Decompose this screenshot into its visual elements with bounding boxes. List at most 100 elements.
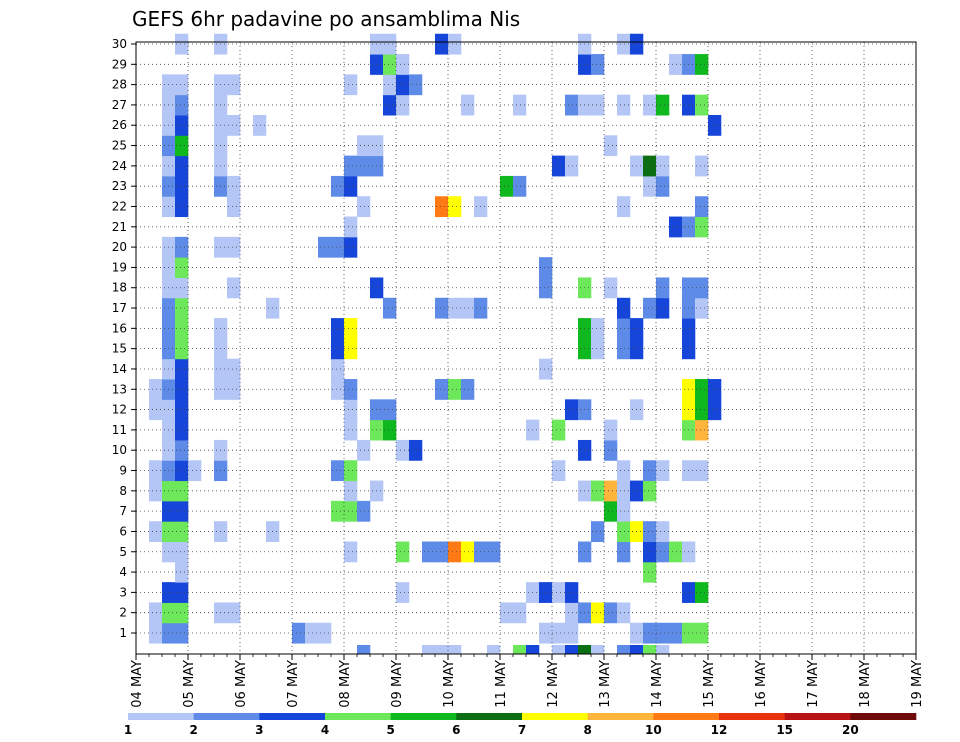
heatmap-cell bbox=[695, 379, 709, 400]
colorbar-swatch bbox=[522, 713, 588, 720]
heatmap-cell bbox=[357, 645, 371, 654]
heatmap-cell bbox=[565, 622, 579, 644]
heatmap-cell bbox=[565, 155, 579, 177]
heatmap-cell bbox=[331, 379, 345, 400]
heatmap-cell bbox=[461, 541, 475, 563]
heatmap-cell bbox=[357, 155, 371, 177]
heatmap-cell bbox=[227, 358, 241, 380]
heatmap-cell bbox=[175, 318, 189, 339]
y-tick-label: 22 bbox=[112, 199, 127, 213]
heatmap-cell bbox=[630, 645, 644, 654]
heatmap-cell bbox=[695, 155, 709, 177]
heatmap-cell bbox=[617, 460, 631, 482]
heatmap-cell bbox=[500, 175, 514, 197]
heatmap-cell bbox=[617, 33, 631, 55]
heatmap-cell bbox=[435, 645, 449, 654]
heatmap-cell bbox=[149, 602, 163, 624]
heatmap-cell bbox=[591, 602, 605, 624]
y-tick-label: 10 bbox=[112, 443, 127, 457]
heatmap-cell bbox=[331, 358, 345, 380]
heatmap-cell bbox=[617, 500, 631, 522]
heatmap-cell bbox=[227, 602, 241, 624]
x-tick-label: 19 MAY bbox=[910, 660, 925, 708]
heatmap-cell bbox=[344, 399, 358, 421]
heatmap-cell bbox=[305, 622, 319, 644]
heatmap-cell bbox=[344, 419, 358, 441]
heatmap-cell bbox=[656, 297, 670, 319]
heatmap-cell bbox=[448, 196, 462, 218]
heatmap-cells bbox=[149, 33, 722, 654]
heatmap-cell bbox=[175, 582, 189, 603]
y-tick-label: 3 bbox=[119, 585, 127, 599]
heatmap-cell bbox=[422, 645, 436, 654]
colorbar-label: 8 bbox=[583, 723, 591, 737]
heatmap-cell bbox=[253, 114, 267, 136]
heatmap-cell bbox=[565, 399, 579, 421]
heatmap-cell bbox=[695, 216, 709, 238]
heatmap-cell bbox=[656, 277, 670, 299]
colorbar-swatch bbox=[193, 713, 260, 720]
y-tick-label: 5 bbox=[119, 545, 127, 559]
heatmap-cell bbox=[643, 645, 657, 654]
heatmap-cell bbox=[552, 155, 566, 177]
heatmap-cell bbox=[435, 33, 449, 55]
heatmap-cell bbox=[695, 582, 709, 603]
heatmap-cell bbox=[513, 94, 527, 116]
heatmap-cell bbox=[344, 74, 358, 96]
heatmap-cell bbox=[552, 460, 566, 482]
colorbar-label: 15 bbox=[776, 723, 793, 737]
heatmap-cell bbox=[591, 480, 605, 502]
heatmap-cell bbox=[175, 257, 189, 278]
y-tick-label: 29 bbox=[112, 57, 127, 71]
heatmap-cell bbox=[617, 297, 631, 319]
heatmap-cell bbox=[604, 602, 618, 624]
colorbar-swatch bbox=[719, 713, 785, 720]
heatmap-cell bbox=[331, 338, 345, 360]
heatmap-cell bbox=[435, 379, 449, 400]
heatmap-cell bbox=[396, 94, 410, 116]
heatmap-cell bbox=[175, 277, 189, 299]
heatmap-cell bbox=[149, 460, 163, 482]
heatmap-cell bbox=[708, 399, 722, 421]
colorbar-label: 12 bbox=[711, 723, 728, 737]
heatmap-cell bbox=[643, 480, 657, 502]
heatmap-cell bbox=[643, 94, 657, 116]
heatmap-cell bbox=[565, 94, 579, 116]
heatmap-cell bbox=[695, 399, 709, 421]
colorbar-swatch bbox=[325, 713, 391, 720]
heatmap-cell bbox=[227, 74, 241, 96]
y-tick-label: 4 bbox=[119, 565, 127, 579]
heatmap-cell bbox=[383, 33, 397, 55]
heatmap-cell bbox=[396, 541, 410, 563]
heatmap-cell bbox=[344, 460, 358, 482]
heatmap-cell bbox=[643, 521, 657, 542]
x-tick-label: 04 MAY bbox=[130, 660, 145, 708]
heatmap-cell bbox=[656, 521, 670, 542]
heatmap-cell bbox=[656, 175, 670, 197]
heatmap-cell bbox=[175, 602, 189, 624]
heatmap-cell bbox=[695, 54, 709, 75]
y-tick-label: 21 bbox=[112, 220, 127, 234]
heatmap-cell bbox=[591, 318, 605, 339]
heatmap-cell bbox=[175, 399, 189, 421]
heatmap-cell bbox=[643, 175, 657, 197]
heatmap-cell bbox=[708, 379, 722, 400]
chart-title: GEFS 6hr padavine po ansamblima Nis bbox=[132, 7, 520, 31]
y-tick-label: 19 bbox=[112, 260, 127, 274]
heatmap-cell bbox=[461, 297, 475, 319]
heatmap-cell bbox=[604, 480, 618, 502]
heatmap-cell bbox=[656, 155, 670, 177]
x-tick-label: 05 MAY bbox=[182, 660, 197, 708]
y-tick-label: 17 bbox=[112, 301, 127, 315]
heatmap-cell bbox=[513, 602, 527, 624]
colorbar-swatch bbox=[784, 713, 851, 720]
heatmap-cell bbox=[149, 622, 163, 644]
heatmap-cell bbox=[669, 54, 683, 75]
x-tick-label: 07 MAY bbox=[286, 660, 301, 708]
heatmap-cell bbox=[565, 645, 579, 654]
heatmap-cell bbox=[175, 460, 189, 482]
x-tick-label: 15 MAY bbox=[702, 660, 717, 708]
heatmap-cell bbox=[695, 297, 709, 319]
heatmap-cell bbox=[591, 94, 605, 116]
heatmap-cell bbox=[695, 196, 709, 218]
